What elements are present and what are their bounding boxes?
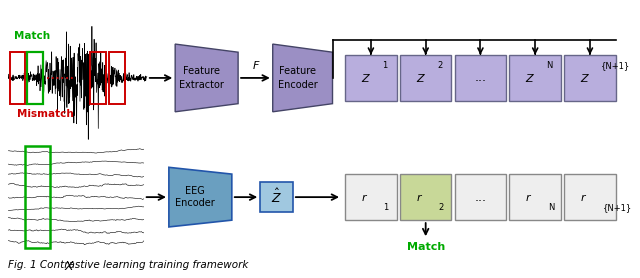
Text: $Z$: $Z$ (580, 72, 590, 84)
Text: 1: 1 (382, 61, 387, 70)
Text: 1: 1 (383, 203, 388, 212)
Text: $Z$: $Z$ (361, 72, 371, 84)
Text: Mismatch: Mismatch (17, 109, 74, 119)
Text: Encoder: Encoder (278, 80, 317, 90)
FancyBboxPatch shape (564, 174, 616, 220)
Text: $r$: $r$ (416, 192, 423, 203)
Text: $r$: $r$ (361, 192, 368, 203)
Polygon shape (273, 44, 333, 112)
Text: EEG: EEG (186, 186, 205, 196)
Text: $\hat{Z}$: $\hat{Z}$ (271, 188, 282, 206)
Text: Fig. 1 Contrastive learning training framework: Fig. 1 Contrastive learning training fra… (8, 260, 249, 270)
Text: 2: 2 (437, 61, 442, 70)
Text: $Z$: $Z$ (415, 72, 426, 84)
FancyBboxPatch shape (564, 55, 616, 101)
FancyBboxPatch shape (454, 55, 506, 101)
Text: {N+1}: {N+1} (601, 61, 630, 70)
Text: Feature: Feature (279, 66, 316, 76)
Text: N: N (548, 203, 554, 212)
Text: Encoder: Encoder (175, 198, 215, 208)
Text: $X$: $X$ (64, 260, 76, 273)
Text: ...: ... (474, 71, 486, 85)
Text: Match: Match (406, 242, 445, 252)
Polygon shape (169, 167, 232, 227)
Polygon shape (175, 44, 238, 112)
Text: $r$: $r$ (525, 192, 532, 203)
Text: N: N (547, 61, 553, 70)
Text: Match: Match (14, 31, 51, 41)
FancyBboxPatch shape (400, 55, 451, 101)
FancyBboxPatch shape (400, 174, 451, 220)
Text: ...: ... (474, 191, 486, 203)
Text: Feature: Feature (183, 66, 220, 76)
FancyBboxPatch shape (454, 174, 506, 220)
FancyBboxPatch shape (260, 182, 293, 212)
Text: $r$: $r$ (580, 192, 588, 203)
FancyBboxPatch shape (345, 55, 397, 101)
FancyBboxPatch shape (509, 174, 561, 220)
Text: Extractor: Extractor (179, 80, 224, 90)
FancyBboxPatch shape (509, 55, 561, 101)
Text: $Z$: $Z$ (525, 72, 535, 84)
Text: 2: 2 (438, 203, 444, 212)
FancyBboxPatch shape (345, 174, 397, 220)
Text: F: F (253, 61, 259, 71)
Text: {N+1}: {N+1} (602, 203, 632, 212)
